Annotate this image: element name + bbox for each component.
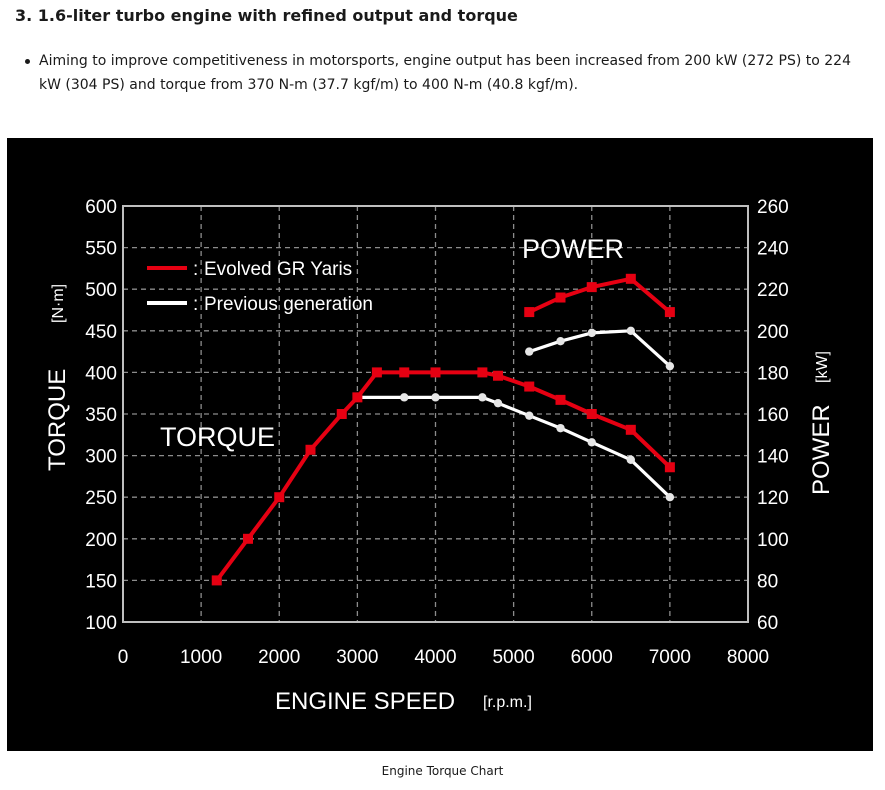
y-left-axis-label: TORQUE — [44, 369, 71, 471]
chart-svg: 0 1000 2000 3000 4000 5000 6000 7000 8000 100 150 2… — [44, 197, 835, 715]
y-left-tick-label: 350 — [85, 405, 117, 426]
legend-colon: : — [193, 294, 198, 315]
data-point-evolved-torque — [305, 444, 316, 455]
y-left-tick-label: 150 — [85, 571, 117, 592]
y-right-tick-label: 120 — [757, 488, 789, 509]
data-point-previous-power — [525, 347, 534, 356]
x-tick-label: 2000 — [258, 647, 300, 668]
data-point-previous-power — [556, 337, 565, 346]
series-line-evolved-power — [527, 276, 672, 315]
legend-label-previous: Previous generation — [204, 294, 373, 315]
y-right-axis-label: POWER — [808, 404, 835, 495]
data-point-evolved-torque — [664, 462, 675, 473]
data-point-previous-power — [587, 328, 596, 338]
y-right-tick-label: 160 — [757, 405, 789, 426]
data-point-evolved-torque — [352, 392, 363, 403]
data-point-evolved-power — [586, 282, 597, 293]
y-right-tick-label: 180 — [757, 363, 789, 384]
data-point-evolved-torque — [399, 367, 410, 378]
y-left-tick-label: 100 — [85, 613, 117, 634]
y-right-tick-label: 140 — [757, 447, 789, 468]
data-point-previous-torque — [556, 423, 565, 433]
data-point-evolved-torque — [524, 381, 535, 392]
data-point-evolved-torque — [211, 575, 222, 586]
data-point-previous-power — [626, 326, 636, 335]
y-left-axis-unit: [N·m] — [50, 284, 67, 323]
y-right-tick-label: 220 — [757, 280, 789, 301]
chart-caption: Engine Torque Chart — [381, 764, 504, 778]
data-point-evolved-torque — [625, 424, 636, 435]
data-point-evolved-torque — [336, 409, 347, 419]
data-point-evolved-torque — [586, 409, 597, 419]
series-line-previous-power — [527, 329, 672, 368]
data-point-evolved-torque — [430, 367, 441, 378]
data-point-previous-torque — [626, 455, 636, 464]
data-point-evolved-torque — [477, 367, 488, 378]
data-point-previous-torque — [587, 438, 596, 447]
power-annotation: POWER — [522, 234, 624, 264]
bullet-text: Aiming to improve competitiveness in mot… — [39, 53, 851, 93]
y-left-tick-label: 200 — [85, 530, 117, 551]
data-point-evolved-power — [625, 273, 636, 284]
bullet-dot-icon — [25, 59, 30, 64]
data-point-previous-torque — [478, 393, 487, 402]
torque-annotation: TORQUE — [160, 422, 275, 452]
legend-label-evolved: Evolved GR Yaris — [204, 259, 352, 280]
x-tick-label: 1000 — [180, 647, 222, 668]
x-axis-title: ENGINE SPEED [r.p.m.] — [275, 688, 532, 715]
data-point-previous-torque — [665, 493, 675, 502]
x-tick-label: 6000 — [571, 647, 613, 668]
legend-colon: : — [193, 259, 198, 280]
data-point-evolved-power — [524, 307, 535, 318]
data-point-previous-torque — [525, 411, 534, 420]
y-right-tick-label: 80 — [757, 571, 778, 592]
y-right-tick-label: 260 — [757, 197, 789, 218]
bullet-item: Aiming to improve competitiveness in mot… — [15, 49, 865, 97]
y-right-tick-label: 240 — [757, 239, 789, 260]
y-left-tick-label: 450 — [85, 322, 117, 343]
x-tick-label: 5000 — [492, 647, 534, 668]
x-tick-label: 8000 — [727, 647, 769, 668]
y-right-tick-label: 60 — [757, 613, 778, 634]
section-heading: 3. 1.6-liter turbo engine with refined o… — [15, 6, 518, 25]
data-point-evolved-torque — [274, 492, 285, 503]
x-tick-label: 3000 — [336, 647, 378, 668]
data-point-previous-torque — [493, 398, 503, 408]
data-point-evolved-power — [664, 307, 675, 318]
plot-frame — [122, 205, 749, 623]
bullet-list: Aiming to improve competitiveness in mot… — [15, 49, 865, 97]
data-point-evolved-power — [555, 292, 566, 303]
x-tick-label: 4000 — [414, 647, 456, 668]
y-left-tick-label: 250 — [85, 488, 117, 509]
y-left-tick-label: 500 — [85, 280, 117, 301]
data-point-previous-torque — [431, 393, 440, 402]
y-left-tick-label: 550 — [85, 239, 117, 260]
left-axis-title: TORQUE [N·m] — [44, 284, 71, 471]
x-axis-label: ENGINE SPEED — [275, 688, 455, 715]
data-point-evolved-torque — [493, 370, 503, 381]
x-axis-unit: [r.p.m.] — [483, 694, 532, 711]
y-left-tick-label: 600 — [85, 197, 117, 218]
y-right-tick-label: 100 — [757, 530, 789, 551]
data-point-previous-torque — [400, 393, 409, 402]
right-axis-title: POWER [kW] — [808, 351, 835, 495]
y-left-tick-label: 400 — [85, 363, 117, 384]
y-left-tick-label: 300 — [85, 447, 117, 468]
y-right-axis-unit: [kW] — [814, 351, 831, 383]
series-line-previous-torque — [355, 395, 672, 499]
series-layer — [211, 273, 675, 586]
engine-chart: 0 1000 2000 3000 4000 5000 6000 7000 8000 100 150 2… — [7, 138, 873, 751]
data-point-evolved-torque — [243, 533, 253, 544]
data-point-evolved-torque — [371, 367, 382, 378]
legend: : Evolved GR Yaris : Previous generation — [147, 259, 373, 315]
y-right-tick-label: 200 — [757, 322, 789, 343]
data-point-previous-power — [665, 361, 675, 371]
grid-lines — [123, 206, 748, 622]
series-line-evolved-torque — [214, 370, 672, 583]
x-tick-label: 0 — [118, 647, 129, 668]
data-point-evolved-torque — [555, 394, 566, 405]
x-tick-label: 7000 — [649, 647, 691, 668]
tick-labels: 0 1000 2000 3000 4000 5000 6000 7000 8000 100 150 2… — [85, 197, 788, 668]
